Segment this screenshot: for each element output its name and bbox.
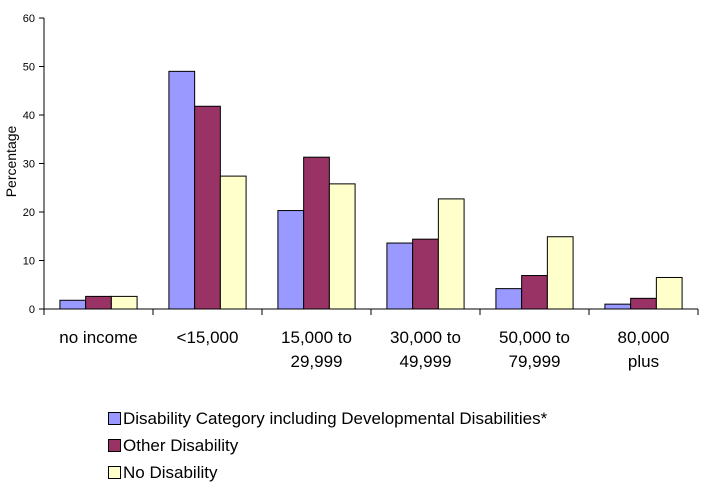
legend-label-no-disability: No Disability	[123, 462, 218, 482]
bar-series0-cat0	[59, 299, 87, 310]
y-axis-title: Percentage	[3, 125, 19, 197]
x-tick-label-3-1: 49,999	[400, 352, 452, 371]
legend-swatch-developmental	[108, 412, 121, 425]
x-tick-label-1-0: <15,000	[177, 328, 239, 347]
x-tick-label-2-1: 29,999	[291, 352, 343, 371]
x-tick-label-5-1: plus	[628, 352, 659, 371]
y-tick-label-10: 10	[23, 256, 35, 268]
y-tick-label-50: 50	[23, 62, 35, 74]
legend-swatch-no-disability	[108, 466, 121, 479]
bar-series0-cat3	[386, 242, 414, 310]
bar-series0-cat1	[168, 70, 196, 310]
legend-label-developmental: Disability Category including Developmen…	[123, 408, 548, 428]
y-tick-label-0: 0	[29, 304, 35, 316]
legend-item-other-disability: Other Disability	[108, 432, 547, 459]
bar-series2-cat2	[328, 183, 356, 310]
legend-item-developmental: Disability Category including Developmen…	[108, 405, 547, 432]
x-tick-label-4-1: 79,999	[509, 352, 561, 371]
x-tick-label-3-0: 30,000 to	[390, 328, 461, 347]
y-tick-label-40: 40	[23, 110, 35, 122]
bar-series1-cat4	[521, 275, 548, 310]
bar-series1-cat5	[630, 297, 657, 310]
bar-series0-cat2	[277, 210, 305, 310]
legend: Disability Category including Developmen…	[108, 405, 547, 486]
x-tick-label-5-0: 80,000	[618, 328, 670, 347]
bar-series2-cat1	[219, 175, 247, 310]
legend-swatch-other-disability	[108, 439, 121, 452]
bar-series0-cat4	[495, 288, 523, 310]
bar-series1-cat0	[85, 295, 112, 310]
legend-item-no-disability: No Disability	[108, 459, 547, 486]
bar-series1-cat3	[412, 238, 439, 310]
bar-series0-cat5	[604, 303, 632, 310]
x-tick-label-0-0: no income	[59, 328, 137, 347]
bar-chart-plot: 0 10 20 30 40 50 60 Percentage no income <15,000 1…	[3, 13, 699, 371]
y-tick-label-60: 60	[23, 13, 35, 25]
x-tick-label-2-0: 15,000 to	[281, 328, 352, 347]
bar-series2-cat0	[110, 295, 138, 310]
bar-series2-cat3	[437, 198, 465, 310]
bar-series2-cat5	[655, 276, 683, 310]
y-tick-label-30: 30	[23, 159, 35, 171]
bar-series2-cat4	[546, 236, 574, 310]
bar-series1-cat1	[194, 105, 221, 310]
x-tick-label-4-0: 50,000 to	[499, 328, 570, 347]
bar-series1-cat2	[303, 156, 330, 310]
legend-label-other-disability: Other Disability	[123, 435, 239, 455]
y-tick-label-20: 20	[23, 207, 35, 219]
